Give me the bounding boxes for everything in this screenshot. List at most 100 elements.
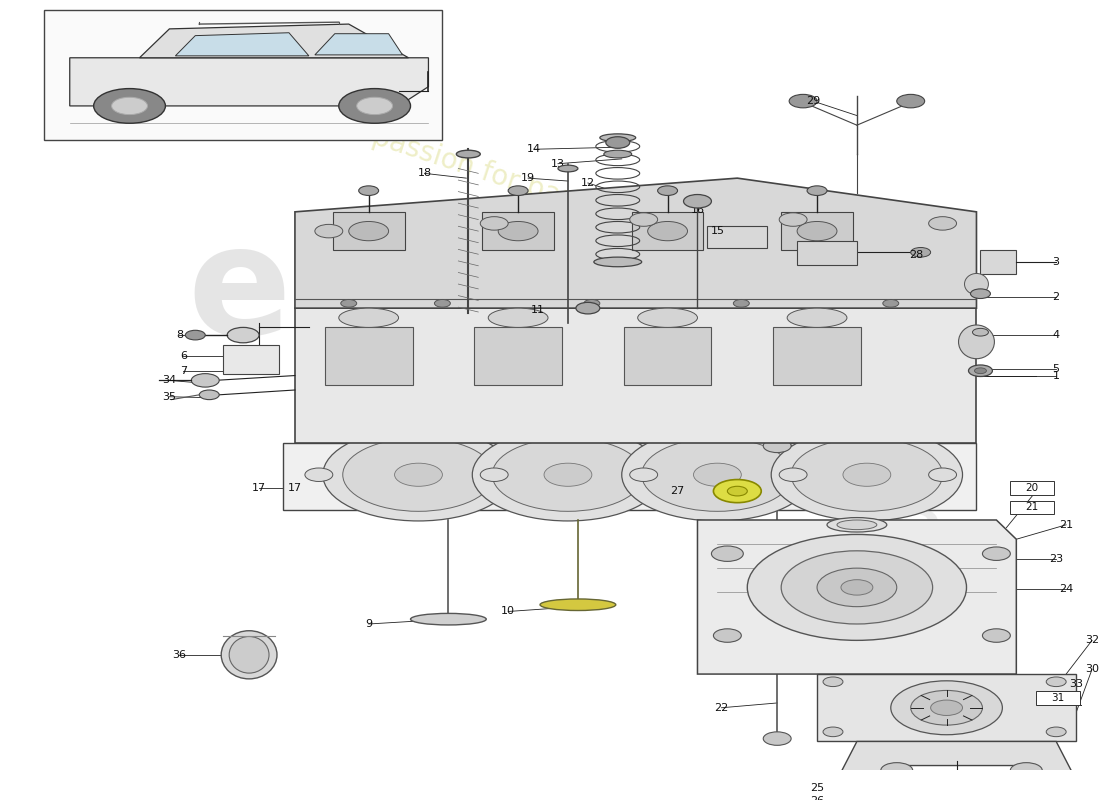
Circle shape xyxy=(896,94,925,108)
Circle shape xyxy=(763,732,791,746)
Polygon shape xyxy=(175,33,309,56)
Text: 14: 14 xyxy=(527,144,541,154)
Circle shape xyxy=(931,700,962,715)
Circle shape xyxy=(641,438,793,511)
Circle shape xyxy=(727,486,747,496)
Circle shape xyxy=(771,429,962,521)
Circle shape xyxy=(492,438,644,511)
Circle shape xyxy=(683,194,712,208)
Text: 23: 23 xyxy=(1049,554,1064,563)
Circle shape xyxy=(658,186,678,195)
Circle shape xyxy=(911,247,931,257)
Circle shape xyxy=(763,439,791,453)
Circle shape xyxy=(982,547,1010,561)
Polygon shape xyxy=(333,212,405,250)
Ellipse shape xyxy=(958,325,994,358)
Circle shape xyxy=(584,299,600,307)
Bar xyxy=(44,10,442,140)
Circle shape xyxy=(629,468,658,482)
Circle shape xyxy=(359,186,378,195)
Circle shape xyxy=(883,299,899,307)
Circle shape xyxy=(972,328,989,336)
Text: 21: 21 xyxy=(1059,520,1074,530)
Polygon shape xyxy=(631,212,704,250)
Circle shape xyxy=(508,186,528,195)
Circle shape xyxy=(94,89,165,123)
Circle shape xyxy=(498,222,538,241)
Polygon shape xyxy=(798,241,857,265)
Polygon shape xyxy=(773,327,861,385)
Circle shape xyxy=(1010,762,1042,778)
Ellipse shape xyxy=(229,637,270,673)
Circle shape xyxy=(199,390,219,400)
Circle shape xyxy=(881,762,913,778)
Polygon shape xyxy=(624,327,712,385)
Circle shape xyxy=(576,302,600,314)
Text: 24: 24 xyxy=(1059,584,1074,594)
Circle shape xyxy=(712,546,744,562)
Text: 29: 29 xyxy=(806,96,821,106)
Circle shape xyxy=(781,551,933,624)
Circle shape xyxy=(823,677,843,686)
Circle shape xyxy=(228,327,260,343)
Text: 1: 1 xyxy=(1053,370,1059,381)
Polygon shape xyxy=(980,250,1016,274)
Circle shape xyxy=(791,438,943,511)
Circle shape xyxy=(911,690,982,725)
Text: 20: 20 xyxy=(1030,486,1043,496)
Polygon shape xyxy=(707,226,767,249)
Circle shape xyxy=(1046,677,1066,686)
Text: since 1985: since 1985 xyxy=(629,403,949,552)
Ellipse shape xyxy=(638,308,697,327)
Ellipse shape xyxy=(594,257,641,266)
Circle shape xyxy=(339,89,410,123)
Circle shape xyxy=(111,98,147,114)
Circle shape xyxy=(322,429,514,521)
Polygon shape xyxy=(295,308,977,443)
Circle shape xyxy=(928,468,957,482)
Text: 17: 17 xyxy=(252,483,266,494)
Ellipse shape xyxy=(456,150,481,158)
Circle shape xyxy=(747,534,967,640)
Text: Parts: Parts xyxy=(473,286,842,407)
Text: 9: 9 xyxy=(365,619,372,629)
Text: 12: 12 xyxy=(581,178,595,188)
Text: 10: 10 xyxy=(502,606,515,617)
Circle shape xyxy=(606,137,629,148)
Circle shape xyxy=(629,213,658,226)
Text: a passion for parts since 1985: a passion for parts since 1985 xyxy=(344,114,752,270)
Polygon shape xyxy=(324,327,412,385)
Text: 11: 11 xyxy=(531,305,546,315)
Polygon shape xyxy=(482,212,554,250)
Text: 34: 34 xyxy=(163,375,176,386)
Text: 30: 30 xyxy=(1085,664,1099,674)
Circle shape xyxy=(185,330,206,340)
Circle shape xyxy=(481,468,508,482)
Ellipse shape xyxy=(600,134,636,142)
Polygon shape xyxy=(69,58,429,106)
Circle shape xyxy=(356,98,393,114)
Circle shape xyxy=(789,94,817,108)
Circle shape xyxy=(481,217,508,230)
Bar xyxy=(1010,501,1054,514)
Circle shape xyxy=(1046,727,1066,737)
Circle shape xyxy=(343,438,494,511)
Text: 8: 8 xyxy=(176,330,183,340)
Ellipse shape xyxy=(339,308,398,327)
Circle shape xyxy=(621,429,813,521)
Ellipse shape xyxy=(837,520,877,530)
Circle shape xyxy=(693,463,741,486)
Circle shape xyxy=(544,463,592,486)
Text: 27: 27 xyxy=(670,486,684,496)
Text: 33: 33 xyxy=(1069,678,1084,689)
Circle shape xyxy=(842,580,872,595)
Circle shape xyxy=(779,468,807,482)
Circle shape xyxy=(891,681,1002,734)
Ellipse shape xyxy=(827,518,887,532)
Circle shape xyxy=(928,217,957,230)
Text: 3: 3 xyxy=(1053,257,1059,267)
Text: 25: 25 xyxy=(810,782,824,793)
Circle shape xyxy=(798,222,837,241)
Text: 26: 26 xyxy=(810,796,824,800)
Circle shape xyxy=(807,186,827,195)
